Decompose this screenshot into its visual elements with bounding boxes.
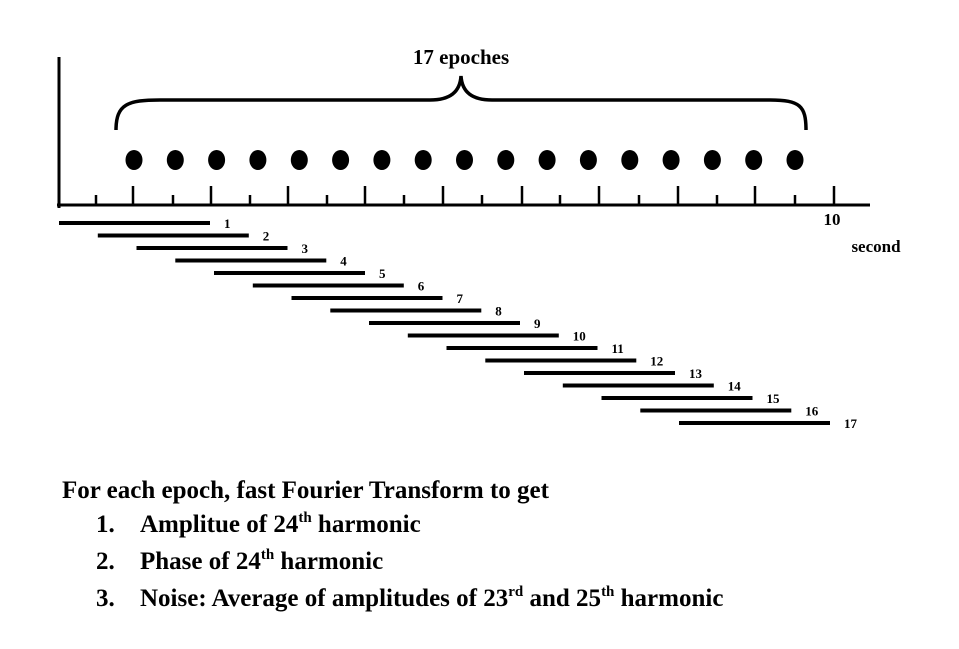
epoch-bar-label: 3: [302, 241, 309, 256]
superscript: th: [601, 584, 615, 600]
epoch-dot: [786, 150, 804, 170]
caption-item-text: harmonic: [311, 511, 421, 538]
caption-item-text: harmonic: [614, 585, 724, 612]
epoch-dot: [373, 150, 391, 170]
epoch-bar-label: 9: [534, 316, 541, 331]
epoch-bar-label: 17: [844, 416, 858, 431]
epoch-dot: [166, 150, 184, 170]
epoch-bar-label: 1: [224, 216, 231, 231]
superscript: th: [298, 510, 312, 526]
caption-item-text: Amplitue of 24: [140, 511, 299, 538]
epoch-bar-label: 12: [650, 354, 663, 369]
caption-item-number: 1.: [96, 511, 115, 538]
axis-ticks: [94, 186, 836, 205]
caption-item-text: and 25: [523, 585, 602, 612]
caption-item-number: 2.: [96, 548, 115, 575]
caption-item-1: 1. Amplitue of 24th harmonic: [96, 508, 723, 545]
superscript: th: [260, 547, 275, 563]
epoch-bar-label: 8: [495, 304, 502, 319]
brace-label: 17 epoches: [413, 45, 509, 69]
epoch-dot: [414, 150, 432, 170]
epoch-dot: [456, 150, 473, 170]
epoch-dot: [579, 150, 597, 170]
epoch-bar-label: 5: [379, 266, 386, 281]
epoch-bar-label: 13: [689, 366, 703, 381]
axis-end-label: 10: [824, 210, 841, 229]
caption-list: 1. Amplitue of 24th harmonic 2. Phase of 2…: [62, 508, 723, 619]
epoch-dots: [125, 150, 804, 170]
caption-item-3: 3. Noise: Average of amplitudes of 23rd a…: [96, 582, 723, 619]
caption-item-text: harmonic: [274, 548, 384, 575]
epoch-bar-label: 4: [340, 254, 347, 269]
axis-unit-label: second: [851, 237, 901, 256]
epoch-dot: [621, 150, 639, 170]
caption: For each epoch, fast Fourier Transform t…: [62, 474, 723, 619]
epoch-dot: [208, 150, 226, 170]
caption-item-text: Phase of 24: [140, 548, 261, 575]
superscript: rd: [508, 584, 524, 600]
epoch-dot: [662, 150, 680, 170]
epoch-bar-label: 15: [767, 391, 781, 406]
epoch-bar-label: 2: [263, 229, 270, 244]
epoch-bar-label: 7: [457, 291, 464, 306]
epoch-dot: [332, 150, 350, 170]
epoch-dot: [249, 150, 267, 170]
epoch-diagram: 17 epoches 10 second 1234567891011121314…: [57, 45, 901, 431]
epoch-dot: [290, 150, 308, 170]
caption-heading: For each epoch, fast Fourier Transform t…: [62, 477, 549, 504]
caption-item-number: 3.: [96, 585, 115, 612]
epoch-bar-label: 16: [805, 404, 819, 419]
epoch-bar-label: 14: [728, 379, 742, 394]
caption-item-text: Noise: Average of amplitudes of 23: [140, 585, 509, 612]
epoch-dot: [497, 150, 515, 170]
epoch-bar-label: 6: [418, 279, 425, 294]
epoch-bar-label: 11: [612, 341, 624, 356]
epoch-bar-label: 10: [573, 329, 586, 344]
epoch-dot: [703, 150, 721, 170]
epochs-brace: [114, 75, 808, 131]
epoch-dot: [745, 150, 763, 170]
caption-item-2: 2. Phase of 24th harmonic: [96, 545, 723, 582]
epoch-dot: [125, 150, 143, 170]
epoch-dot: [538, 150, 556, 170]
